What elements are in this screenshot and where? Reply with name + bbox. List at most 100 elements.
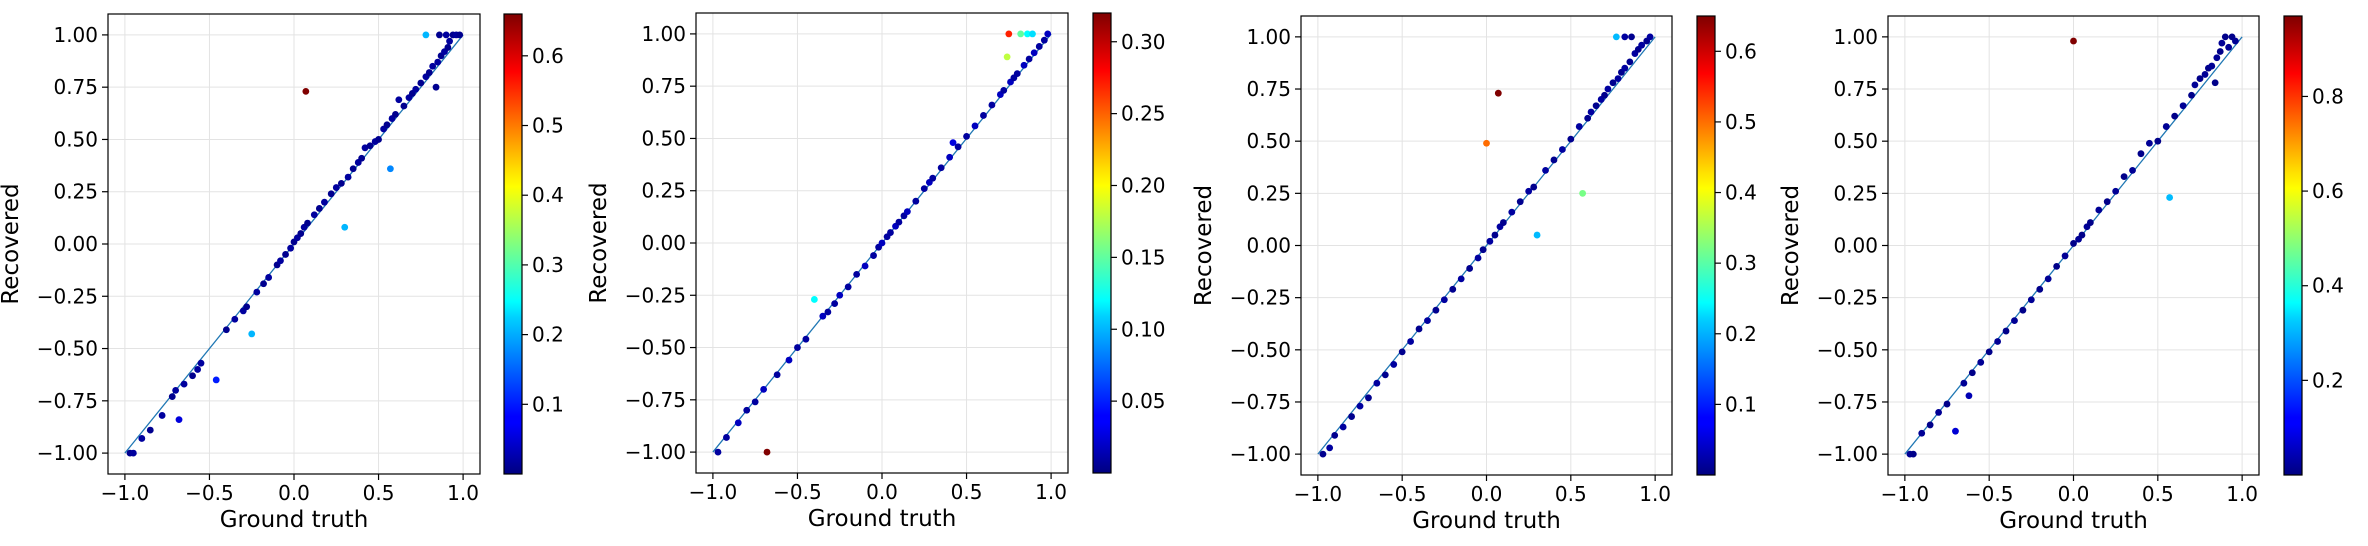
- data-point: [2213, 54, 2221, 62]
- data-point: [1601, 91, 1608, 99]
- data-point: [2171, 112, 2179, 120]
- data-point: [1621, 64, 1629, 72]
- data-point: [878, 239, 886, 247]
- data-point: [887, 229, 894, 236]
- x-tick-label: 1.0: [2226, 482, 2258, 506]
- x-tick-label: 0.5: [951, 480, 983, 504]
- x-axis-label: Ground truth: [808, 506, 957, 532]
- data-point: [1030, 49, 1038, 57]
- data-point: [2002, 327, 2010, 335]
- data-point: [773, 371, 781, 379]
- data-point: [395, 96, 403, 104]
- x-tick-label: −1.0: [101, 481, 150, 505]
- data-point: [1013, 70, 1021, 78]
- colorbar-tick-label: 0.6: [1725, 39, 1757, 63]
- data-point: [432, 83, 440, 91]
- x-tick-label: −0.5: [1965, 482, 2014, 506]
- colorbar-tick-label: 0.8: [2312, 84, 2344, 108]
- data-point: [2137, 150, 2145, 158]
- data-point: [168, 393, 176, 401]
- data-point: [802, 335, 810, 343]
- data-point: [1609, 79, 1617, 87]
- data-point: [1494, 89, 1502, 97]
- y-tick-label: 0.50: [1833, 129, 1878, 153]
- data-point: [1381, 371, 1389, 379]
- y-tick-label: −1.00: [1230, 442, 1291, 466]
- colorbar-tick-label: 0.1: [532, 392, 564, 416]
- data-point: [810, 296, 818, 303]
- chart-panel-4: −1.0 −0.5 0.0 0.5 1.0 −1.00 −0.75 −0.50 −0.25 0.0…: [1778, 15, 2344, 534]
- x-tick-label: 0.0: [2058, 482, 2090, 506]
- data-point: [763, 448, 771, 456]
- data-point: [1935, 409, 1942, 416]
- data-point: [2231, 37, 2239, 45]
- data-point: [1612, 33, 1620, 41]
- data-point: [1449, 285, 1457, 293]
- data-point: [1558, 146, 1566, 153]
- y-tick-label: 0.25: [1246, 181, 1291, 205]
- data-point: [1457, 275, 1465, 283]
- data-point: [1000, 86, 1008, 94]
- y-tick-label: 0.50: [641, 126, 686, 150]
- data-point: [2053, 262, 2061, 270]
- data-point: [366, 142, 374, 150]
- data-point: [723, 434, 730, 441]
- data-point: [1415, 325, 1423, 333]
- data-point: [349, 165, 357, 173]
- data-point: [1373, 379, 1381, 387]
- data-point: [844, 283, 852, 291]
- data-point: [2196, 75, 2204, 82]
- colorbar-tick-label: 0.5: [1725, 110, 1757, 134]
- x-tick-label: 0.0: [1471, 482, 1503, 506]
- x-tick-label: 1.0: [1035, 480, 1067, 504]
- y-tick-label: 0.75: [1246, 77, 1291, 101]
- y-tick-label: 1.00: [53, 23, 98, 47]
- y-tick-label: 0.00: [1246, 234, 1291, 258]
- data-point: [212, 376, 220, 384]
- data-point: [1017, 30, 1025, 38]
- data-point: [1424, 317, 1431, 325]
- y-tick-label: −0.50: [1230, 338, 1291, 362]
- data-point: [194, 366, 202, 373]
- colorbar-tick-label: 0.05: [1121, 389, 1166, 413]
- data-point: [1398, 348, 1406, 356]
- x-axis-label: Ground truth: [1412, 508, 1561, 534]
- y-tick-label: −0.75: [625, 388, 686, 412]
- colorbar-gradient: [1697, 16, 1715, 475]
- data-point: [2044, 275, 2052, 283]
- data-point: [287, 244, 295, 252]
- data-point: [1646, 33, 1654, 41]
- data-point: [315, 205, 323, 212]
- x-tick-label: 0.0: [866, 480, 898, 504]
- colorbar-gradient: [1093, 13, 1111, 473]
- data-point: [2011, 317, 2018, 325]
- data-point: [282, 251, 289, 258]
- data-point: [158, 412, 166, 419]
- data-point: [446, 37, 453, 45]
- y-axis-label: Recovered: [0, 183, 24, 304]
- data-point: [386, 165, 394, 173]
- colorbar-frame: [1696, 15, 1716, 476]
- colorbar-frame: [2283, 15, 2303, 476]
- data-point: [895, 218, 903, 226]
- x-tick-label: −0.5: [185, 481, 234, 505]
- data-point: [1432, 306, 1440, 314]
- data-point: [1483, 139, 1490, 147]
- data-point: [1025, 55, 1033, 63]
- colorbar-gradient: [504, 14, 522, 474]
- data-point: [310, 211, 318, 219]
- data-point: [442, 31, 450, 39]
- y-tick-label: 0.00: [53, 232, 98, 256]
- data-point: [172, 386, 180, 394]
- data-point: [1508, 208, 1516, 216]
- data-point: [429, 62, 437, 70]
- data-point: [1339, 423, 1347, 431]
- data-point: [383, 121, 391, 129]
- data-point: [1943, 400, 1951, 408]
- data-point: [903, 208, 911, 216]
- data-point: [2036, 285, 2044, 293]
- y-tick-label: −0.75: [1817, 390, 1878, 414]
- data-point: [912, 197, 920, 205]
- data-point: [1909, 450, 1917, 458]
- data-point: [1003, 53, 1011, 61]
